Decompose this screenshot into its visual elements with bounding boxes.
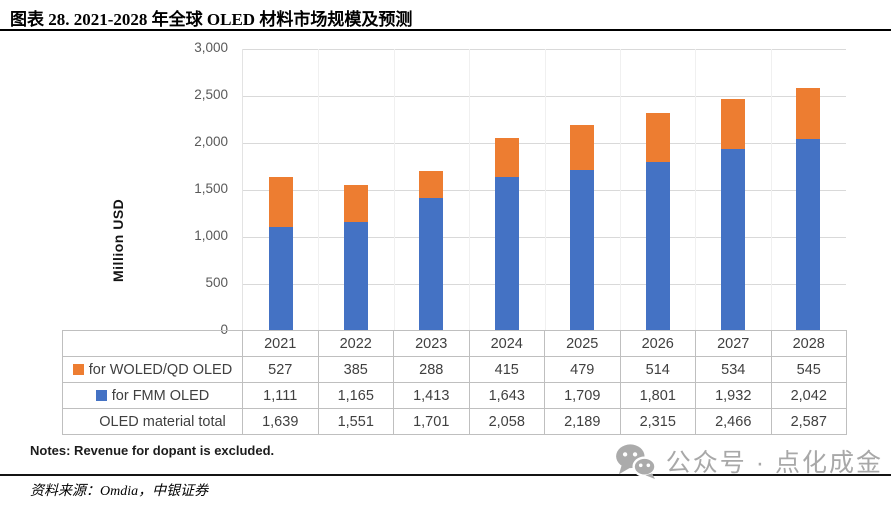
column-separator	[544, 49, 546, 331]
y-tick-label: 1,000	[194, 228, 228, 243]
table-row: for FMM OLED 1,111 1,165 1,413 1,643 1,709 1,8…	[62, 382, 847, 409]
table-value-cell: 534	[695, 356, 772, 383]
bar-segment	[645, 161, 670, 331]
bar-segment	[344, 221, 369, 331]
plot-area	[242, 49, 846, 331]
column-separator	[619, 49, 621, 331]
table-value-cell: 1,413	[393, 382, 470, 409]
bar-segment	[268, 226, 293, 331]
table-value-cell: 1,111	[242, 382, 319, 409]
table-year-header: 2023	[393, 330, 470, 357]
bar-segment	[268, 177, 293, 227]
column-separator	[770, 49, 772, 331]
table-value-cell: 527	[242, 356, 319, 383]
column-separator	[318, 49, 320, 331]
bar-2026	[645, 113, 670, 331]
table-value-cell: 514	[619, 356, 696, 383]
table-value-cell: 545	[770, 356, 847, 383]
table-year-header: 2025	[544, 330, 621, 357]
table-value-cell: 2,042	[770, 382, 847, 409]
bar-2025	[570, 125, 595, 331]
table-total-cell: 2,315	[619, 408, 696, 435]
y-tick-label: 0	[220, 322, 228, 337]
table-value-cell: 479	[544, 356, 621, 383]
source-attribution: 资料来源：Omdia，中银证券	[30, 484, 209, 499]
table-corner-cell	[62, 330, 243, 357]
table-total-cell: 2,058	[468, 408, 545, 435]
column-separator	[393, 49, 395, 331]
table-year-header: 2028	[770, 330, 847, 357]
table-value-cell: 288	[393, 356, 470, 383]
table-total-cell: 1,701	[393, 408, 470, 435]
y-tick-label: 1,500	[194, 181, 228, 196]
table-year-header: 2027	[695, 330, 772, 357]
table-total-cell: 2,587	[770, 408, 847, 435]
table-value-cell: 415	[468, 356, 545, 383]
bar-segment	[645, 113, 670, 162]
column-separator	[695, 49, 697, 331]
y-axis: 3,000 2,500 2,000 1,500 1,000 500 0	[150, 0, 228, 340]
table-value-cell: 1,643	[468, 382, 545, 409]
bar-2024	[494, 137, 519, 331]
bar-segment	[570, 125, 595, 171]
bar-segment	[570, 170, 595, 331]
figure-title: 图表 28. 2021-2028 年全球 OLED 材料市场规模及预测	[10, 10, 413, 29]
table-year-header: 2022	[317, 330, 394, 357]
table-row: OLED material total 1,639 1,551 1,701 2,058 2…	[62, 408, 847, 435]
table-value-cell: 1,709	[544, 382, 621, 409]
table-row-label: for FMM OLED	[62, 382, 243, 409]
table-year-header: 2024	[468, 330, 545, 357]
table-value-cell: 385	[317, 356, 394, 383]
table-total-cell: 2,189	[544, 408, 621, 435]
table-value-cell: 1,801	[619, 382, 696, 409]
bar-2023	[419, 171, 444, 331]
bar-2022	[344, 185, 369, 331]
bar-segment	[419, 171, 444, 199]
bar-segment	[796, 139, 821, 331]
bar-segment	[720, 99, 745, 150]
table-row: 2021 2022 2023 2024 2025 2026 2027 2028	[62, 330, 847, 357]
y-tick-label: 2,000	[194, 134, 228, 149]
chart-notes: Notes: Revenue for dopant is excluded.	[30, 443, 275, 458]
bar-segment	[796, 87, 821, 140]
table-total-label: OLED material total	[62, 408, 243, 435]
table-value-cell: 1,932	[695, 382, 772, 409]
y-tick-label: 3,000	[194, 40, 228, 55]
bar-segment	[344, 185, 369, 222]
bar-2027	[720, 99, 745, 331]
table-row-label: for WOLED/QD OLED	[62, 356, 243, 383]
bar-segment	[720, 149, 745, 331]
y-axis-title: Million USD	[110, 198, 126, 283]
bar-2028	[796, 87, 821, 331]
table-row: for WOLED/QD OLED 527 385 288 415 479 514 534 54…	[62, 356, 847, 383]
table-total-cell: 2,466	[695, 408, 772, 435]
data-table: 2021 2022 2023 2024 2025 2026 2027 2028 for WOLE…	[62, 330, 847, 435]
table-total-cell: 1,639	[242, 408, 319, 435]
table-year-header: 2026	[619, 330, 696, 357]
bar-2021	[268, 177, 293, 331]
table-value-cell: 1,165	[317, 382, 394, 409]
watermark-text: 公众号 · 点化成金	[665, 449, 883, 477]
legend-swatch	[95, 389, 107, 401]
y-tick-label: 500	[205, 275, 228, 290]
y-tick-label: 2,500	[194, 87, 228, 102]
wechat-icon	[615, 443, 657, 479]
bar-segment	[419, 198, 444, 331]
bottom-divider	[0, 474, 891, 476]
table-total-cell: 1,551	[317, 408, 394, 435]
watermark: 公众号 · 点化成金	[615, 443, 883, 479]
legend-swatch	[72, 363, 84, 375]
bar-segment	[494, 176, 519, 331]
title-divider	[0, 29, 891, 31]
table-year-header: 2021	[242, 330, 319, 357]
column-separator	[469, 49, 471, 331]
bar-segment	[494, 137, 519, 177]
